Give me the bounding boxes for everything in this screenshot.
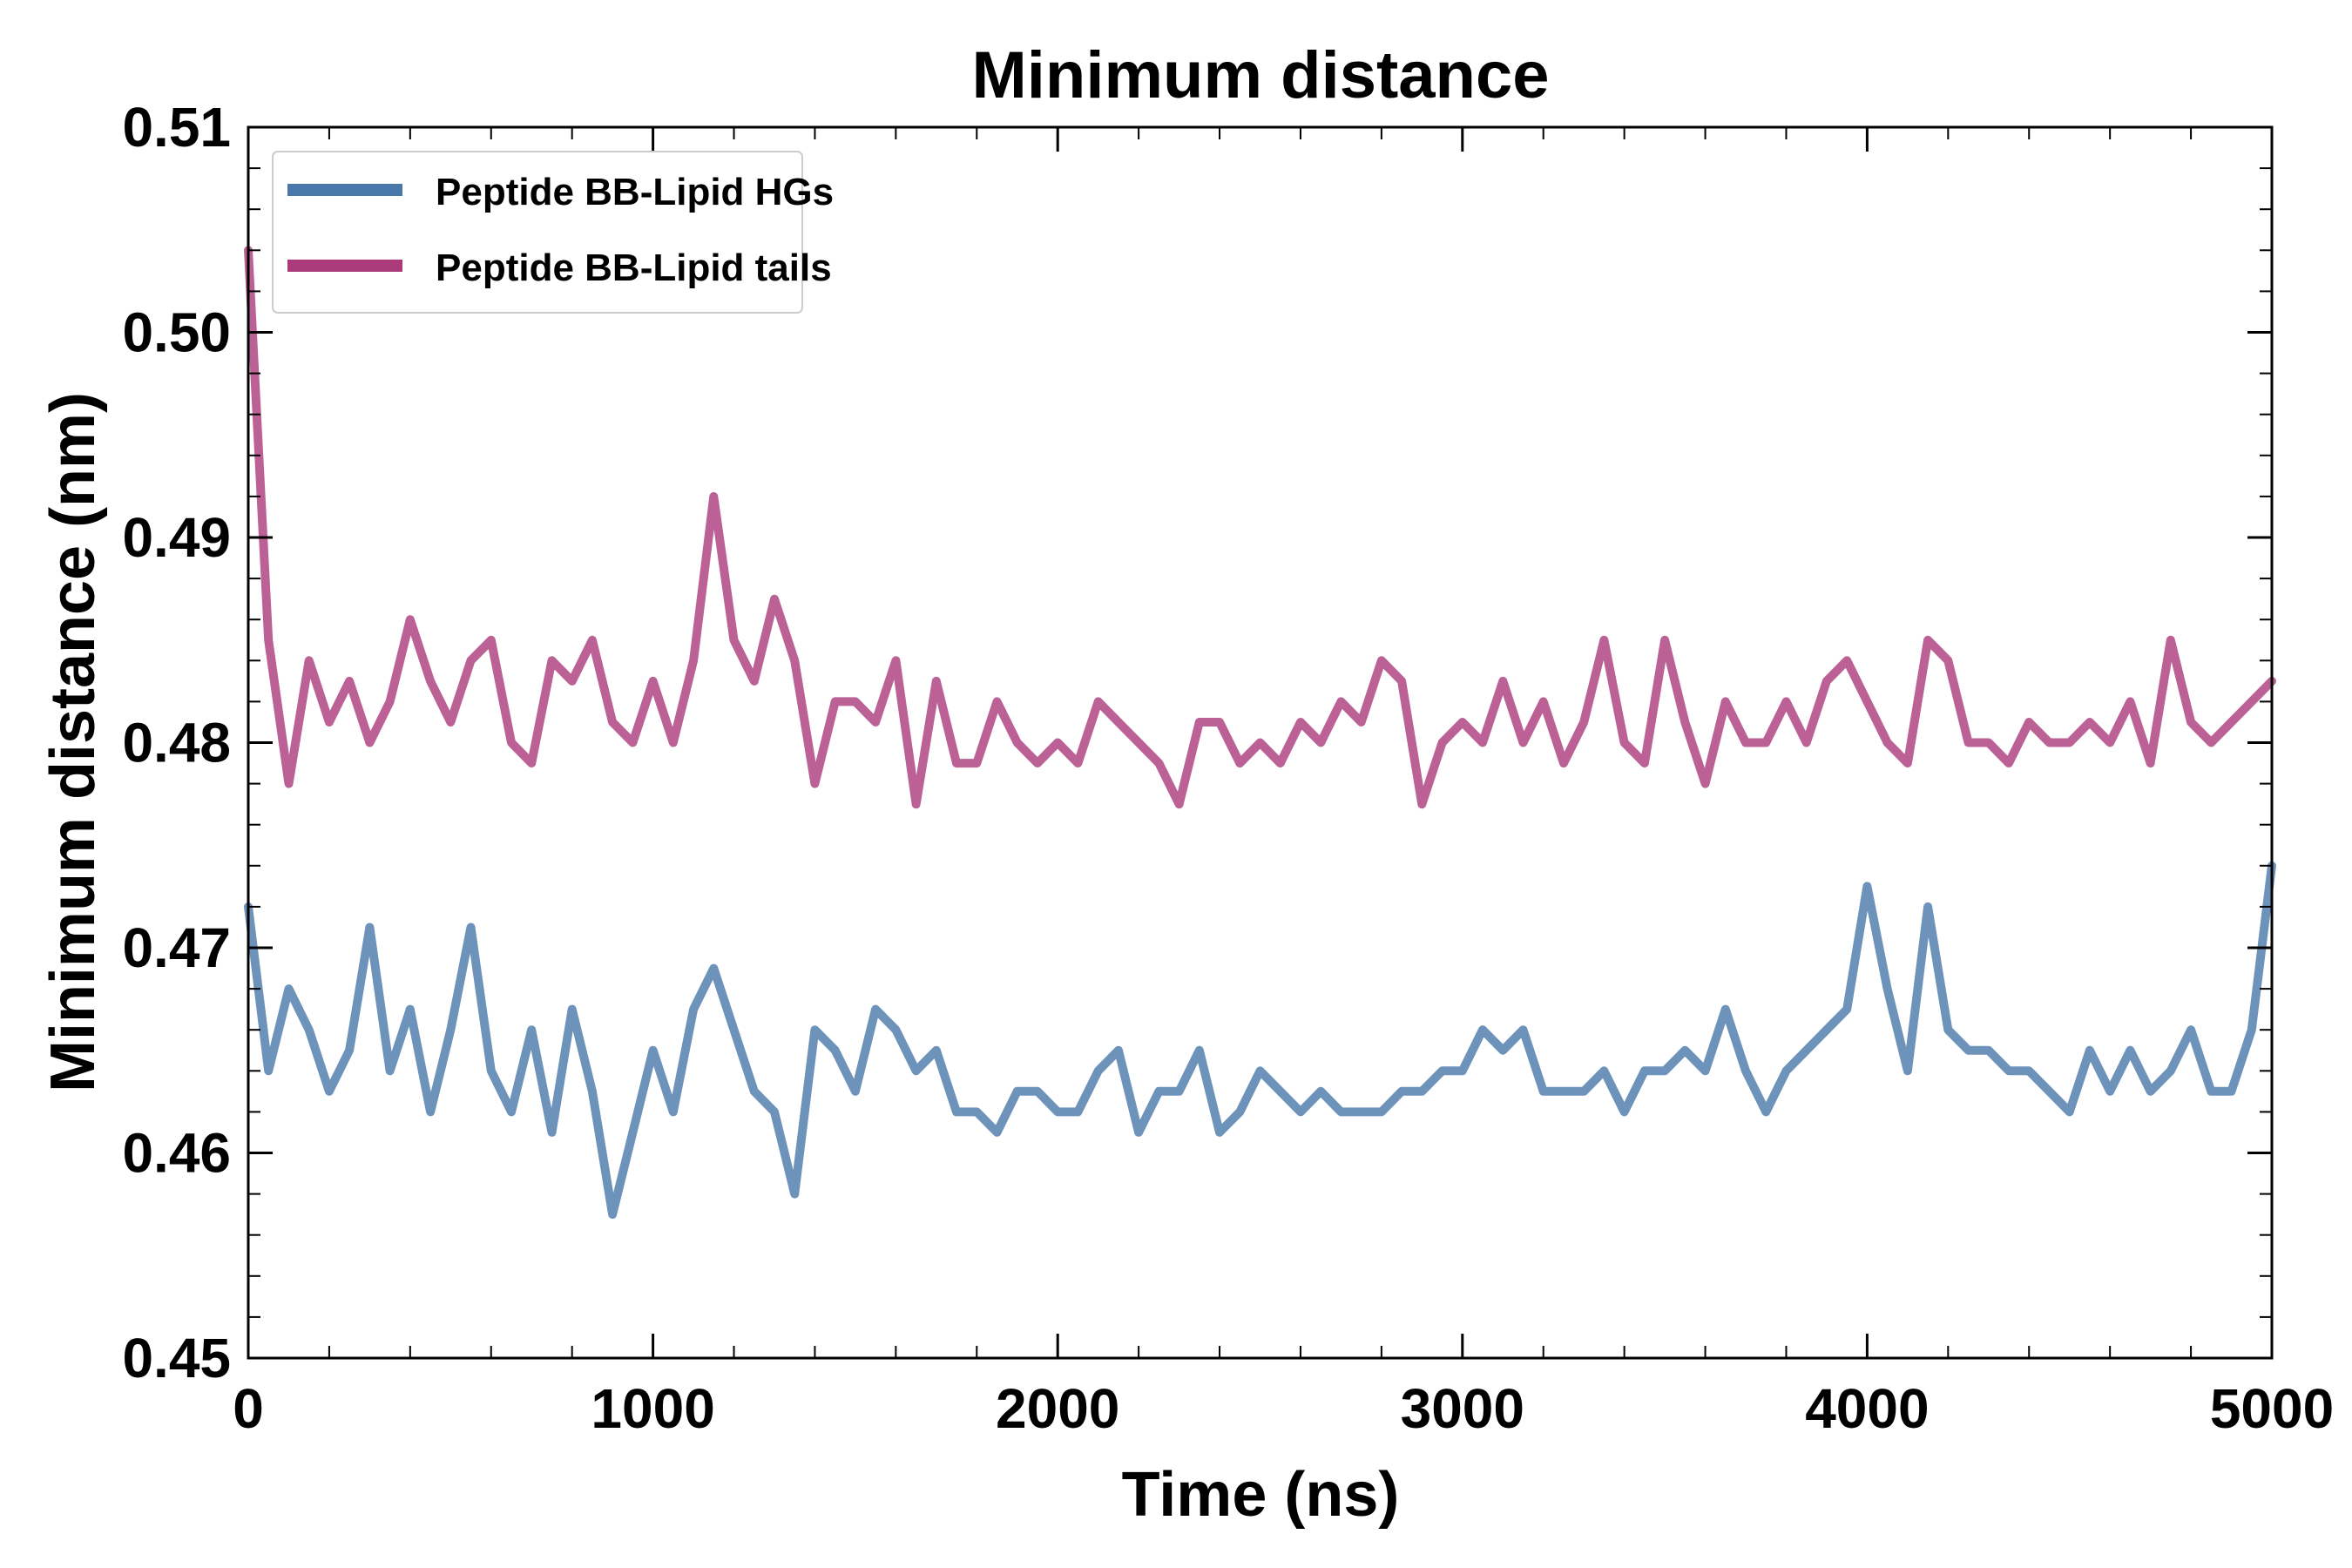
x-tick-label: 1000 [591, 1377, 714, 1440]
legend-label-hgs: Peptide BB-Lipid HGs [436, 171, 834, 213]
y-tick-label: 0.47 [122, 916, 231, 979]
y-axis-label: Minimum distance (nm) [38, 392, 108, 1092]
x-tick-label: 3000 [1401, 1377, 1524, 1440]
legend: Peptide BB-Lipid HGs Peptide BB-Lipid ta… [272, 151, 834, 314]
y-tick-label: 0.46 [122, 1122, 231, 1185]
x-tick-label: 2000 [996, 1377, 1119, 1440]
y-tick-label: 0.48 [122, 712, 231, 774]
y-axis: 0.45 0.46 0.47 0.48 0.49 0.50 0.51 [122, 96, 2272, 1389]
legend-box [272, 151, 803, 314]
series-line-hgs [244, 861, 2276, 1220]
x-tick-label: 5000 [2210, 1377, 2334, 1440]
x-axis: 0 1000 2000 3000 4000 5000 [233, 127, 2334, 1440]
y-tick-label: 0.49 [122, 506, 231, 569]
x-tick-label: 4000 [1805, 1377, 1929, 1440]
y-tick-label: 0.50 [122, 301, 231, 364]
x-tick-label: 0 [233, 1377, 264, 1440]
y-tick-label: 0.51 [122, 96, 231, 159]
series-layer [244, 246, 2276, 1220]
series-line-tails [244, 246, 2276, 809]
chart-title: Minimum distance [972, 38, 1550, 112]
legend-label-tails: Peptide BB-Lipid tails [436, 247, 832, 289]
y-tick-label: 0.45 [122, 1327, 231, 1389]
x-axis-label: Time (ns) [1122, 1460, 1400, 1530]
